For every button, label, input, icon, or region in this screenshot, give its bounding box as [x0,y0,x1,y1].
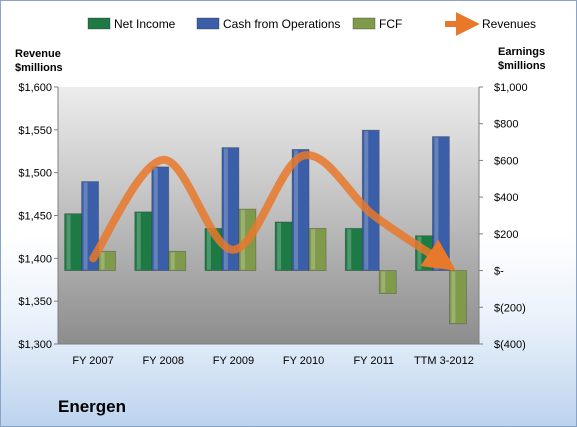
bar-highlight-cash-from-operations-4 [364,131,369,270]
bar-cash-from-operations-3 [291,149,310,271]
legend-swatch-net-income [87,17,111,30]
left-tick-label-2: $1,400 [18,253,52,265]
right-tick-label-7: $1,000 [494,82,528,94]
bar-highlight-cash-from-operations-3 [294,150,299,270]
bar-highlight-net-income-1 [136,212,141,270]
revenue-line-group [89,151,456,271]
right-tick-label-1: $(200) [494,302,526,314]
x-tick-label-3: FY 2010 [283,355,324,367]
legend-label-fcf: FCF [379,17,402,31]
bar-highlight-net-income-3 [277,222,282,270]
bar-highlight-fcf-5 [451,271,456,323]
bar-highlight-fcf-4 [381,271,386,293]
revenue-line [89,151,456,271]
left-tick-label-0: $1,300 [18,339,52,351]
bar-highlight-cash-from-operations-2 [223,148,228,270]
company-name: Energen [58,397,127,416]
right-tick-label-4: $400 [494,192,518,204]
bar-highlight-net-income-0 [66,214,71,270]
bar-highlight-cash-from-operations-0 [83,182,88,270]
bar-highlight-cash-from-operations-5 [434,137,439,270]
left-axis-title-line2: $millions [15,62,63,74]
left-tick-label-3: $1,450 [18,211,52,223]
legend-label-cash-from-operations: Cash from Operations [223,17,340,31]
bar-highlight-fcf-0 [100,252,105,270]
left-axis-title-line1: Revenue [15,48,61,60]
bar-highlight-net-income-2 [206,229,211,270]
bar-net-income-0 [64,213,82,271]
left-axis: $1,300 $1,350 $1,400 $1,450 $1,500 $1,550 $1,6… [15,48,63,351]
bar-fcf-5 [449,270,467,325]
bar-fcf-0 [98,250,116,271]
bar-fcf-4 [378,270,397,294]
x-tick-label-5: TTM 3-2012 [414,355,474,367]
x-tick-label-1: FY 2008 [143,355,184,367]
bar-fcf-3 [308,227,327,271]
bar-highlight-net-income-4 [347,229,352,270]
plot-area [58,87,479,344]
right-tick-label-5: $600 [494,155,518,167]
right-tick-label-0: $(400) [494,339,526,351]
x-tick-label-0: FY 2007 [72,355,113,367]
left-tick-label-4: $1,500 [18,168,52,180]
right-axis-title-line2: $millions [498,60,546,72]
legend-label-revenues: Revenues [482,17,536,31]
bar-highlight-fcf-3 [311,229,316,270]
bar-cash-from-operations-0 [81,181,99,271]
bar-fcf-1 [168,250,187,271]
legend-label-net-income: Net Income [114,17,176,31]
x-axis: FY 2007 FY 2008 FY 2009 FY 2010 FY 2011 TTM 3… [58,343,479,367]
left-tick-label-5: $1,550 [18,125,52,137]
right-tick-label-2: $- [494,266,504,278]
right-axis-title-line1: Earnings [498,46,545,58]
legend-swatch-cash-from-operations [196,17,220,30]
right-axis: $(400) $(200) $- $200 $400 $600 $800 $1,000 Earn… [478,46,546,351]
left-tick-label-6: $1,600 [18,82,52,94]
bar-cash-from-operations-1 [151,166,170,271]
legend-swatch-fcf [352,17,376,30]
x-tick-label-4: FY 2011 [353,355,394,367]
left-tick-label-1: $1,350 [18,296,52,308]
x-tick-label-2: FY 2009 [213,355,254,367]
bars-group [64,129,467,325]
right-tick-label-3: $200 [494,229,518,241]
bar-highlight-cash-from-operations-1 [153,167,158,270]
legend: Net Income Cash from Operations FCF Revenue… [87,12,536,36]
bar-highlight-net-income-5 [417,236,422,270]
right-tick-label-6: $800 [494,119,518,131]
bar-highlight-fcf-1 [170,252,175,270]
